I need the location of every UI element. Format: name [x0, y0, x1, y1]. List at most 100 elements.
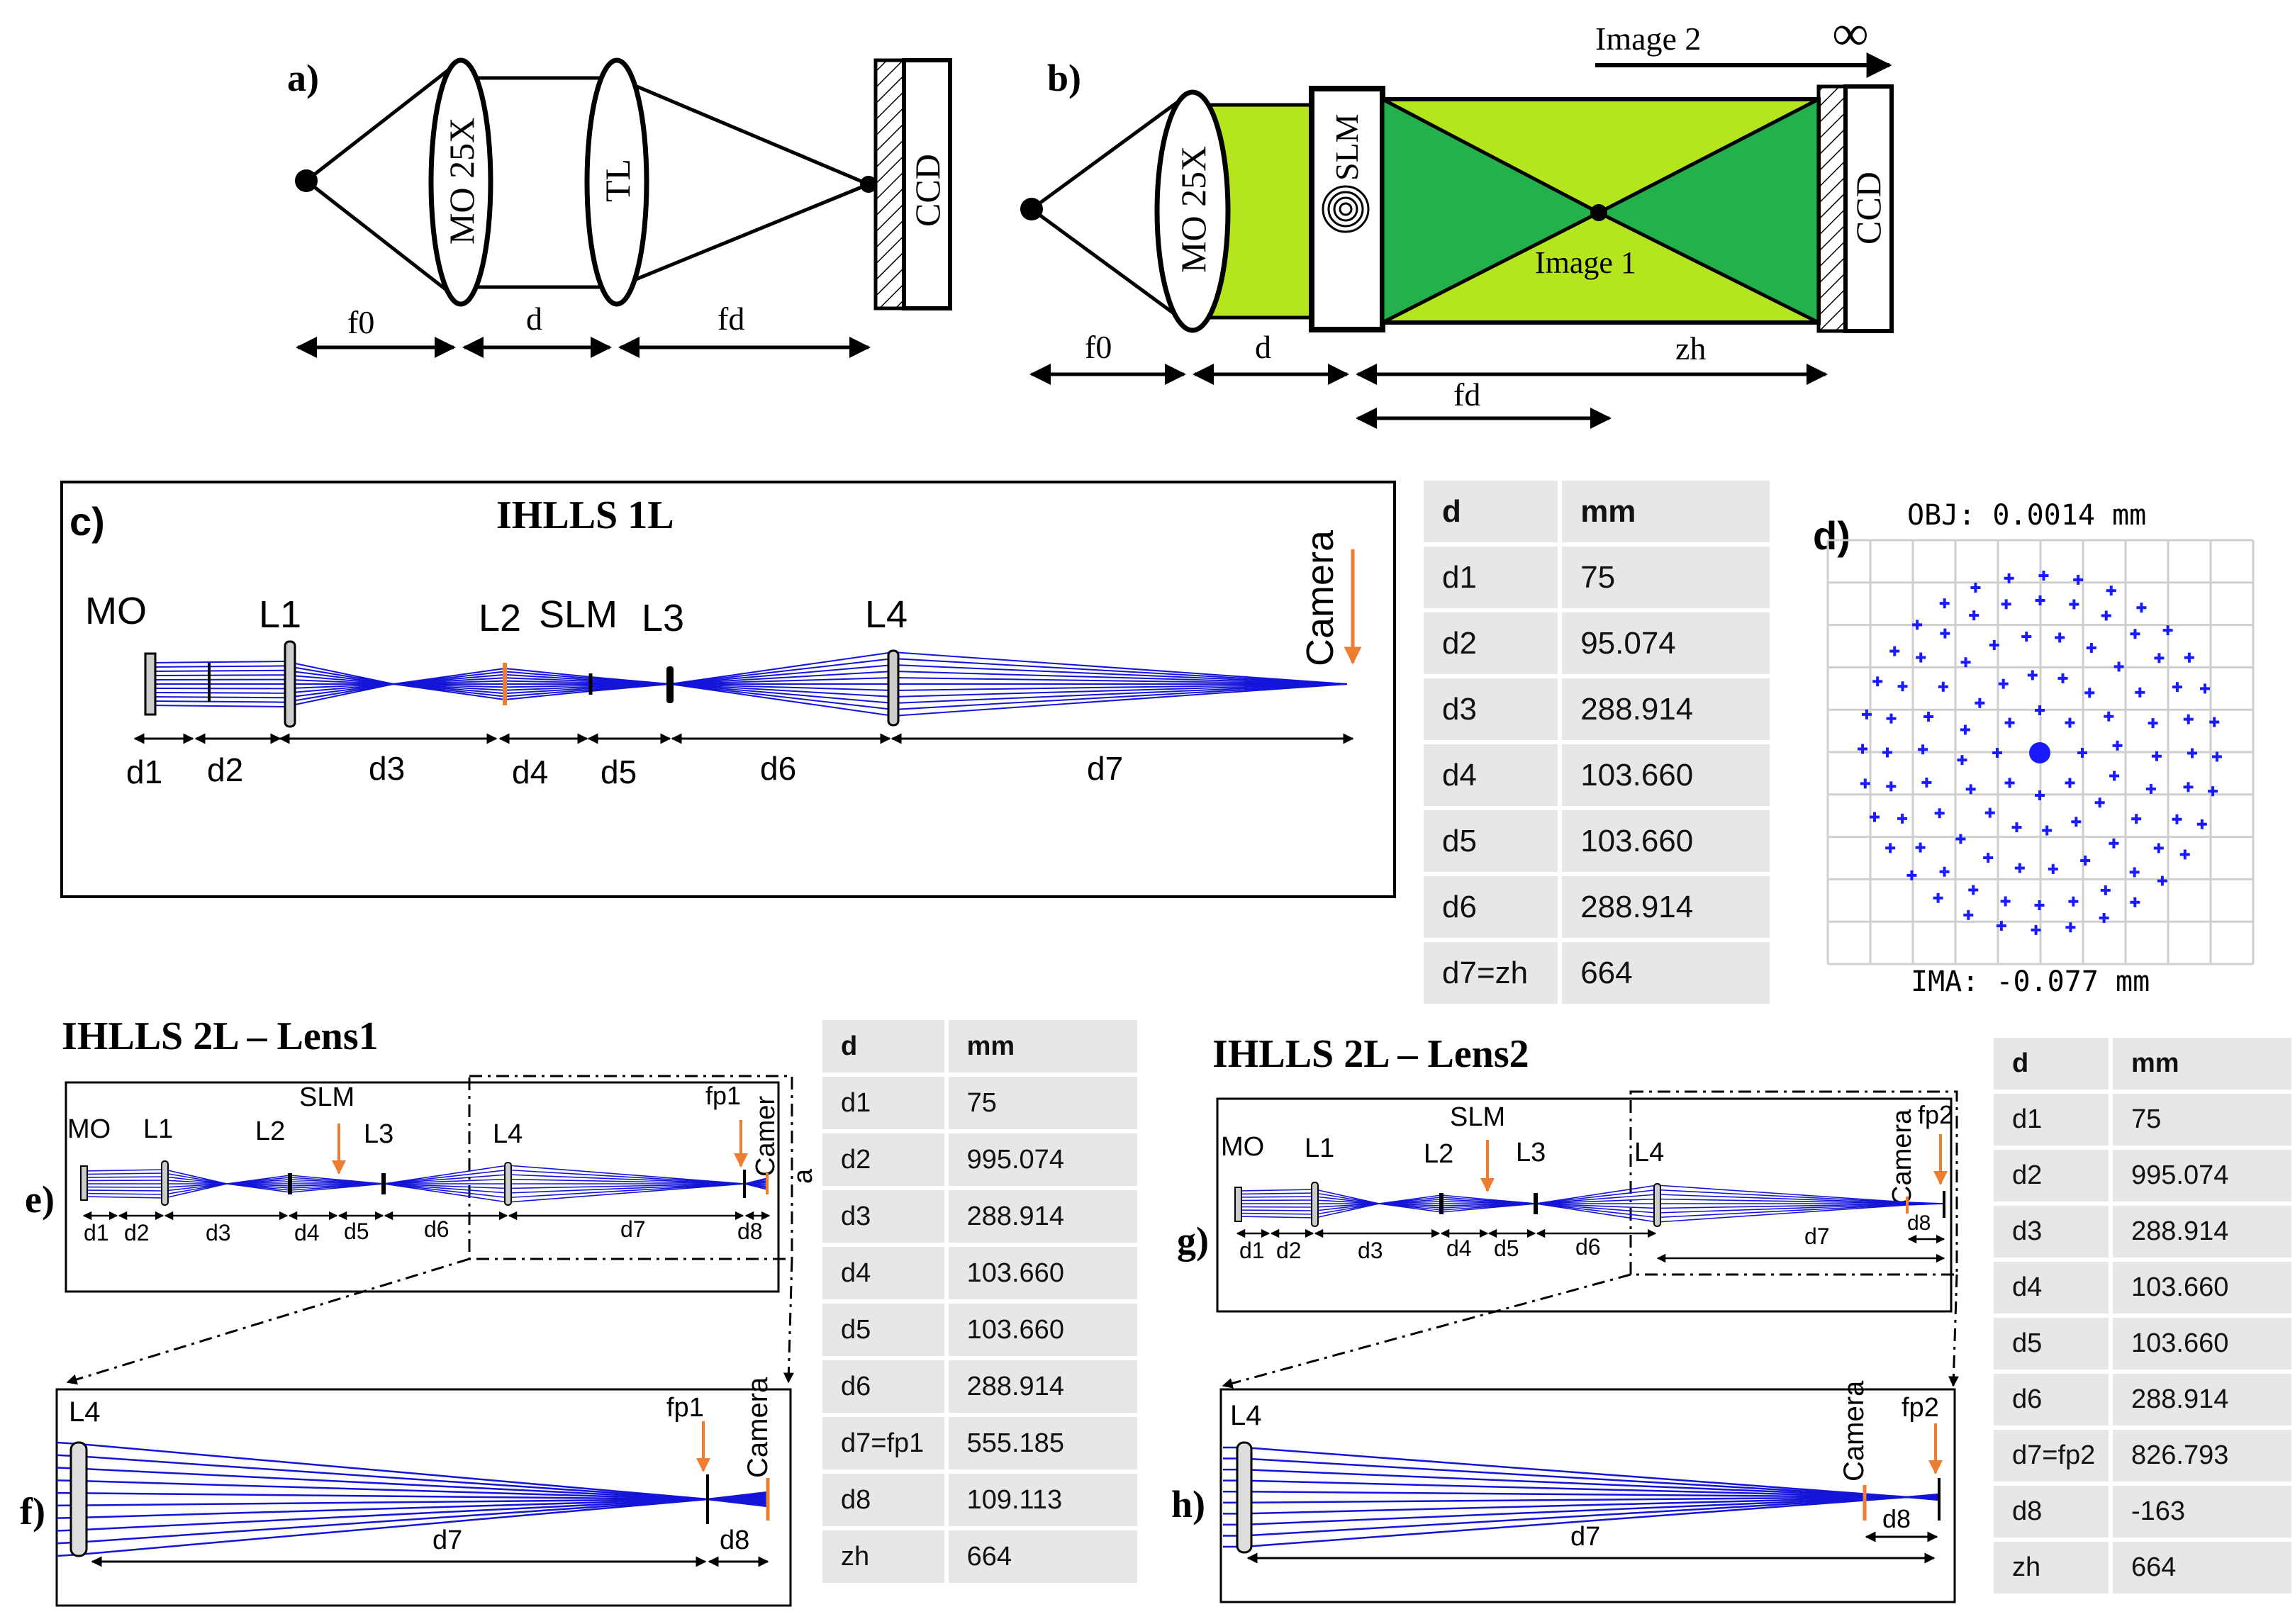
dim-d7-label-f: d7 — [432, 1525, 462, 1555]
image1-label-b: Image 1 — [1535, 245, 1636, 280]
ray-trace-line — [1314, 1203, 1380, 1208]
lens-l1-e — [161, 1160, 169, 1206]
distance-value-cell: -163 — [2113, 1486, 2291, 1538]
panel-g-title: IHLLS 2L – Lens2 — [1212, 1032, 1529, 1076]
ray-trace-line — [1535, 1203, 1658, 1214]
ray-trace-line — [1487, 1203, 1536, 1209]
lens-l3-e — [381, 1173, 386, 1194]
dim-d3-label-c: d3 — [369, 750, 405, 787]
l1-label-g: L1 — [1305, 1133, 1334, 1163]
distance-name-cell: d — [822, 1020, 949, 1073]
fp-label-f: fp1 — [666, 1393, 704, 1423]
ray-trace-line — [226, 1183, 291, 1193]
ima-readout: IMA: -0.077 mm — [1911, 965, 2150, 998]
table-row: d8 109.113 — [822, 1474, 1137, 1526]
infinity-label-b: ∞ — [1833, 6, 1868, 61]
panel-a-label: a) — [287, 57, 319, 99]
lens-l4-f — [69, 1441, 88, 1557]
ray-trace-line — [1441, 1197, 1488, 1202]
dim-d1-label-g: d1 — [1239, 1238, 1265, 1263]
ray-trace-line — [83, 1189, 165, 1192]
l4-label-f: L4 — [69, 1396, 101, 1428]
dim-d8-label-h: d8 — [1882, 1504, 1911, 1533]
l1-label-c: L1 — [259, 593, 301, 636]
distance-table-g: d mm d1 75 d2 995.074 d3 288.914 d4 103.660 d5 103.… — [1994, 1034, 2291, 1598]
l4-label-h: L4 — [1230, 1400, 1262, 1431]
distance-value-cell: 288.914 — [948, 1360, 1137, 1413]
table-row: zh 664 — [1994, 1542, 2291, 1594]
lens-l3-g — [1534, 1193, 1538, 1214]
distance-value-cell: 109.113 — [948, 1474, 1137, 1526]
ray-trace-line — [1237, 1189, 1316, 1192]
distance-name-cell: zh — [1994, 1542, 2113, 1594]
distance-name-cell: d6 — [822, 1360, 949, 1413]
ray-trace-line — [590, 683, 671, 692]
dim-f0-label-a: f0 — [347, 304, 374, 340]
ray-trace-line — [284, 665, 394, 685]
ray-trace-line — [383, 1183, 508, 1189]
ray-bundle-h — [1223, 1446, 1940, 1548]
l2-label-e: L2 — [255, 1116, 285, 1146]
ray-trace-line — [1656, 1204, 1908, 1219]
distance-name-cell: d7=fp1 — [822, 1417, 949, 1469]
ray-a — [305, 59, 462, 182]
ray-trace-line — [504, 673, 591, 681]
ray-trace-line — [1237, 1206, 1316, 1208]
ray-trace-line — [1535, 1198, 1658, 1204]
ray-trace-line — [164, 1183, 228, 1188]
ray-trace-line — [1314, 1196, 1380, 1204]
ray-trace-line — [504, 688, 591, 695]
table-row: d4 103.660 — [822, 1247, 1137, 1299]
ray-trace-line — [164, 1172, 228, 1185]
distance-name-cell: d4 — [822, 1247, 949, 1299]
dim-d1-label-e: d1 — [84, 1220, 109, 1245]
dim-d7-label-c: d7 — [1087, 750, 1123, 787]
ray-trace-line — [1656, 1203, 1908, 1209]
ray-trace-line — [289, 1185, 337, 1189]
ray-a — [616, 182, 869, 289]
slm-label-g: SLM — [1450, 1102, 1505, 1132]
ray-trace-line — [1441, 1194, 1488, 1200]
ray-trace-line — [289, 1184, 337, 1187]
ray-trace-line — [383, 1178, 508, 1185]
distance-name-cell: d5 — [1424, 810, 1563, 872]
ray-trace-line — [1656, 1204, 1908, 1223]
ray-trace-line — [504, 677, 591, 682]
panel-d-label: d) — [1813, 513, 1850, 558]
ray-trace-line — [504, 686, 591, 691]
l3-label-e: L3 — [364, 1119, 393, 1149]
dim-d8-label-f: d8 — [720, 1525, 749, 1555]
camera-label-g: Camera — [1887, 1109, 1917, 1205]
ray-trace-line — [507, 1165, 745, 1185]
distance-value-cell: 288.914 — [1562, 876, 1770, 938]
dim-d4-label-g: d4 — [1446, 1236, 1472, 1261]
panel-f: f) L4 fp1 Camera d7 d8 — [20, 1377, 792, 1607]
ray-trace-line — [1237, 1192, 1316, 1195]
table-row: d3 288.914 — [1424, 678, 1770, 740]
ray-trace-line — [1535, 1185, 1658, 1204]
dim-fd-label-a: fd — [717, 301, 744, 337]
table-row: d7=fp1 555.185 — [822, 1417, 1137, 1469]
ray-trace-line — [1378, 1203, 1442, 1213]
objective-label-a: MO 25X — [442, 118, 481, 245]
ray-trace-line — [284, 683, 394, 694]
camera-label-c: Camera — [1299, 530, 1341, 666]
l4-label-c: L4 — [865, 593, 908, 636]
distance-value-cell: 664 — [1562, 942, 1770, 1004]
image2-label-b: Image 2 — [1595, 21, 1701, 57]
dim-d1-label-c: d1 — [126, 754, 162, 790]
distance-name-cell: d5 — [822, 1304, 949, 1356]
ray-trace-line — [1237, 1209, 1316, 1211]
mo-label-c: MO — [85, 590, 147, 632]
ray-trace-line — [83, 1192, 165, 1195]
ray-trace-line — [78, 1498, 708, 1506]
dim-lines-g — [1236, 1228, 1945, 1263]
panel-e: IHLLS 2L – Lens1 e) MO L1 L2 SLM L3 L4 f… — [25, 1014, 818, 1385]
ray-trace-line — [289, 1179, 337, 1182]
image1-point-b — [1590, 204, 1607, 221]
fp-label-g: fp2 — [1918, 1100, 1953, 1129]
camera-label-f: Camera — [742, 1377, 774, 1478]
panel-c-title: IHLLS 1L — [496, 493, 674, 537]
dim-f0-label-b: f0 — [1085, 329, 1112, 365]
distance-name-cell: d3 — [1994, 1206, 2113, 1258]
